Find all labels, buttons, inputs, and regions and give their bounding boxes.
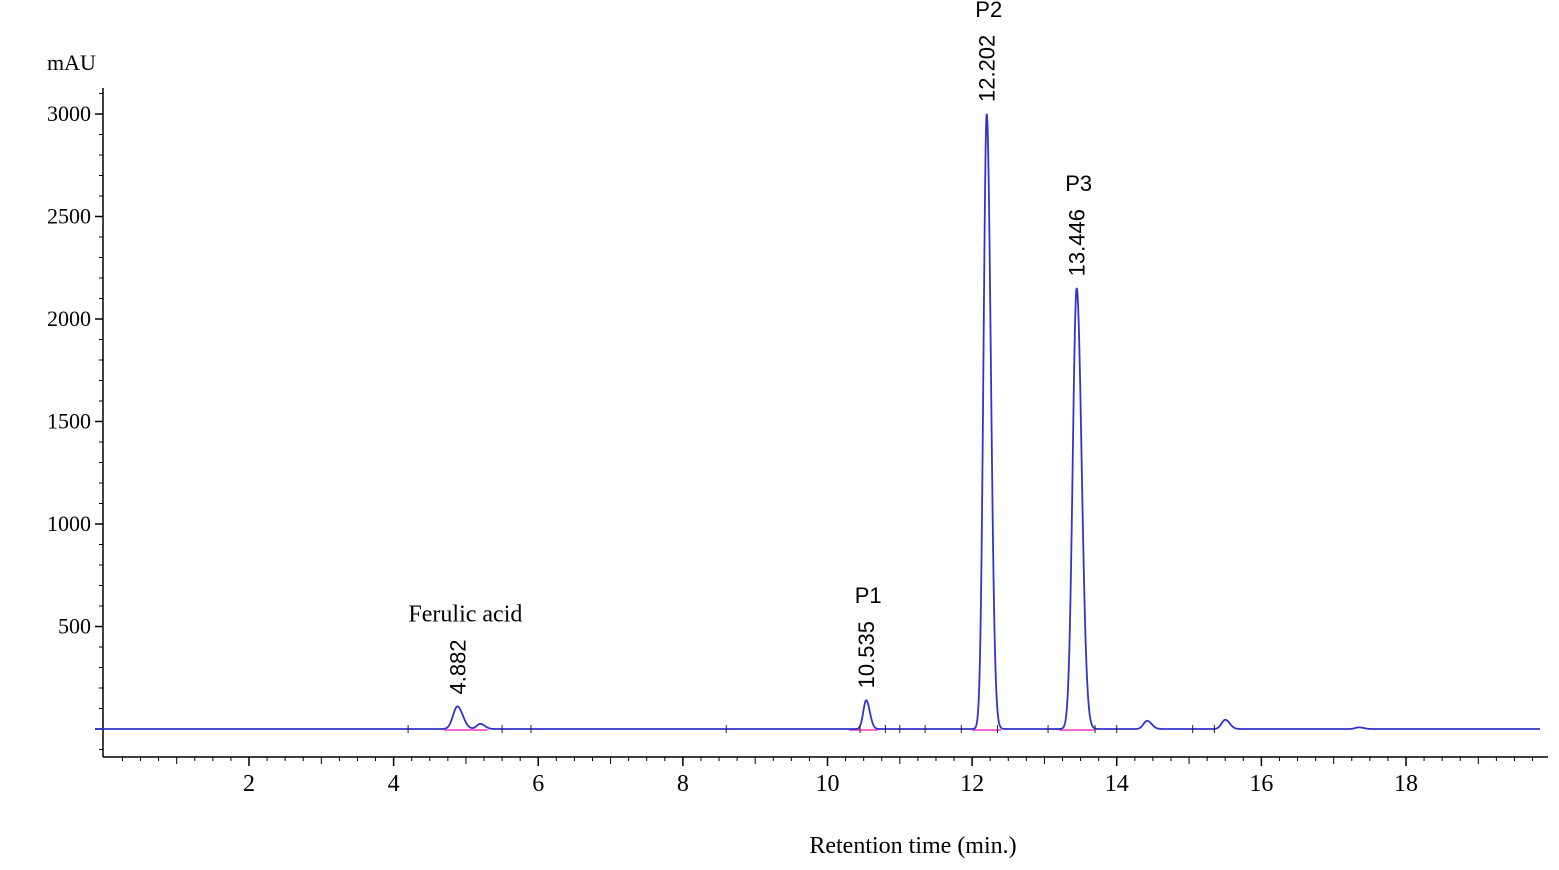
x-tick-label: 10 (816, 771, 840, 797)
x-tick-label: 6 (532, 771, 544, 797)
x-tick-label: 12 (960, 771, 984, 797)
peak-name-label: P3 (1065, 171, 1092, 196)
peak-name-label: P2 (975, 0, 1002, 22)
axes: 500 1000 1500 2000 2500 3000 2 4 6 8 10 12 14 16 18 (47, 88, 1548, 797)
peak-name-label: P1 (855, 583, 882, 608)
peak-retention-time-label: 4.882 (445, 639, 470, 694)
x-tick-label: 4 (388, 771, 400, 797)
x-tick-label: 16 (1249, 771, 1273, 797)
y-tick-label: 2000 (47, 306, 91, 331)
x-tick-label: 14 (1105, 771, 1129, 797)
peak-retention-time-label: 10.535 (854, 621, 879, 688)
y-tick-label: 3000 (47, 101, 91, 126)
y-axis-label: mAU (47, 50, 96, 75)
peak-retention-time-label: 12.202 (975, 35, 1000, 102)
x-axis-label: Retention time (min.) (809, 833, 1016, 859)
peak-annotations: 4.882 Ferulic acid 10.535 P1 12.202 P2 13.446 P… (408, 0, 1092, 695)
chromatogram-trace (95, 113, 1541, 730)
x-tick-label: 2 (243, 771, 255, 797)
trace-layer (95, 113, 1541, 733)
y-tick-label: 1000 (47, 511, 91, 536)
y-tick-label: 2500 (47, 204, 91, 229)
y-tick-label: 1500 (47, 409, 91, 434)
x-tick-label: 8 (677, 771, 689, 797)
y-tick-label: 500 (58, 614, 91, 639)
peak-name-label: Ferulic acid (408, 601, 522, 627)
x-tick-label: 18 (1394, 771, 1418, 797)
peak-retention-time-label: 13.446 (1065, 209, 1090, 276)
